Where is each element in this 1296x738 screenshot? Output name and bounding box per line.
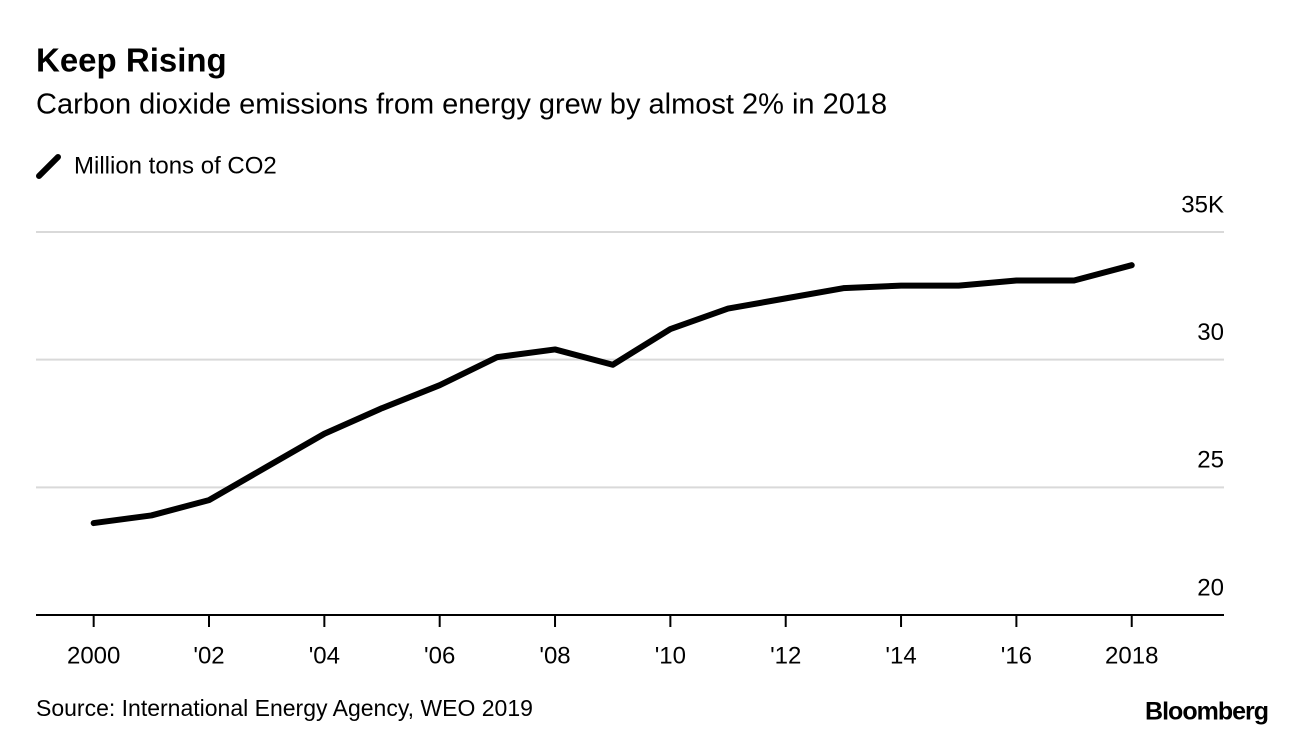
x-tick-label: '10 <box>655 642 686 669</box>
legend-swatch <box>36 154 61 179</box>
x-tick-label: '08 <box>539 642 570 669</box>
y-tick-label: 20 <box>1197 574 1224 601</box>
y-tick-label: 25 <box>1197 447 1224 474</box>
y-tick-label: 30 <box>1197 319 1224 346</box>
x-tick-label: '06 <box>424 642 455 669</box>
source: Source: International Energy Agency, WEO… <box>36 695 533 721</box>
chart-subtitle: Carbon dioxide emissions from energy gre… <box>36 89 887 121</box>
brand: Bloomberg <box>1145 698 1268 726</box>
x-tick-label: '04 <box>309 642 340 669</box>
x-tick-label: 2018 <box>1105 642 1158 669</box>
legend-label: Million tons of CO2 <box>74 152 277 179</box>
y-tick-label: 35K <box>1181 191 1224 218</box>
data-line <box>90 262 1135 527</box>
x-tick-label: '14 <box>885 642 916 669</box>
x-tick-label: '12 <box>770 642 801 669</box>
x-tick-label: '16 <box>1001 642 1032 669</box>
chart-title: Keep Rising <box>36 42 227 79</box>
x-tick-label: '02 <box>193 642 224 669</box>
x-tick-label: 2000 <box>67 642 120 669</box>
